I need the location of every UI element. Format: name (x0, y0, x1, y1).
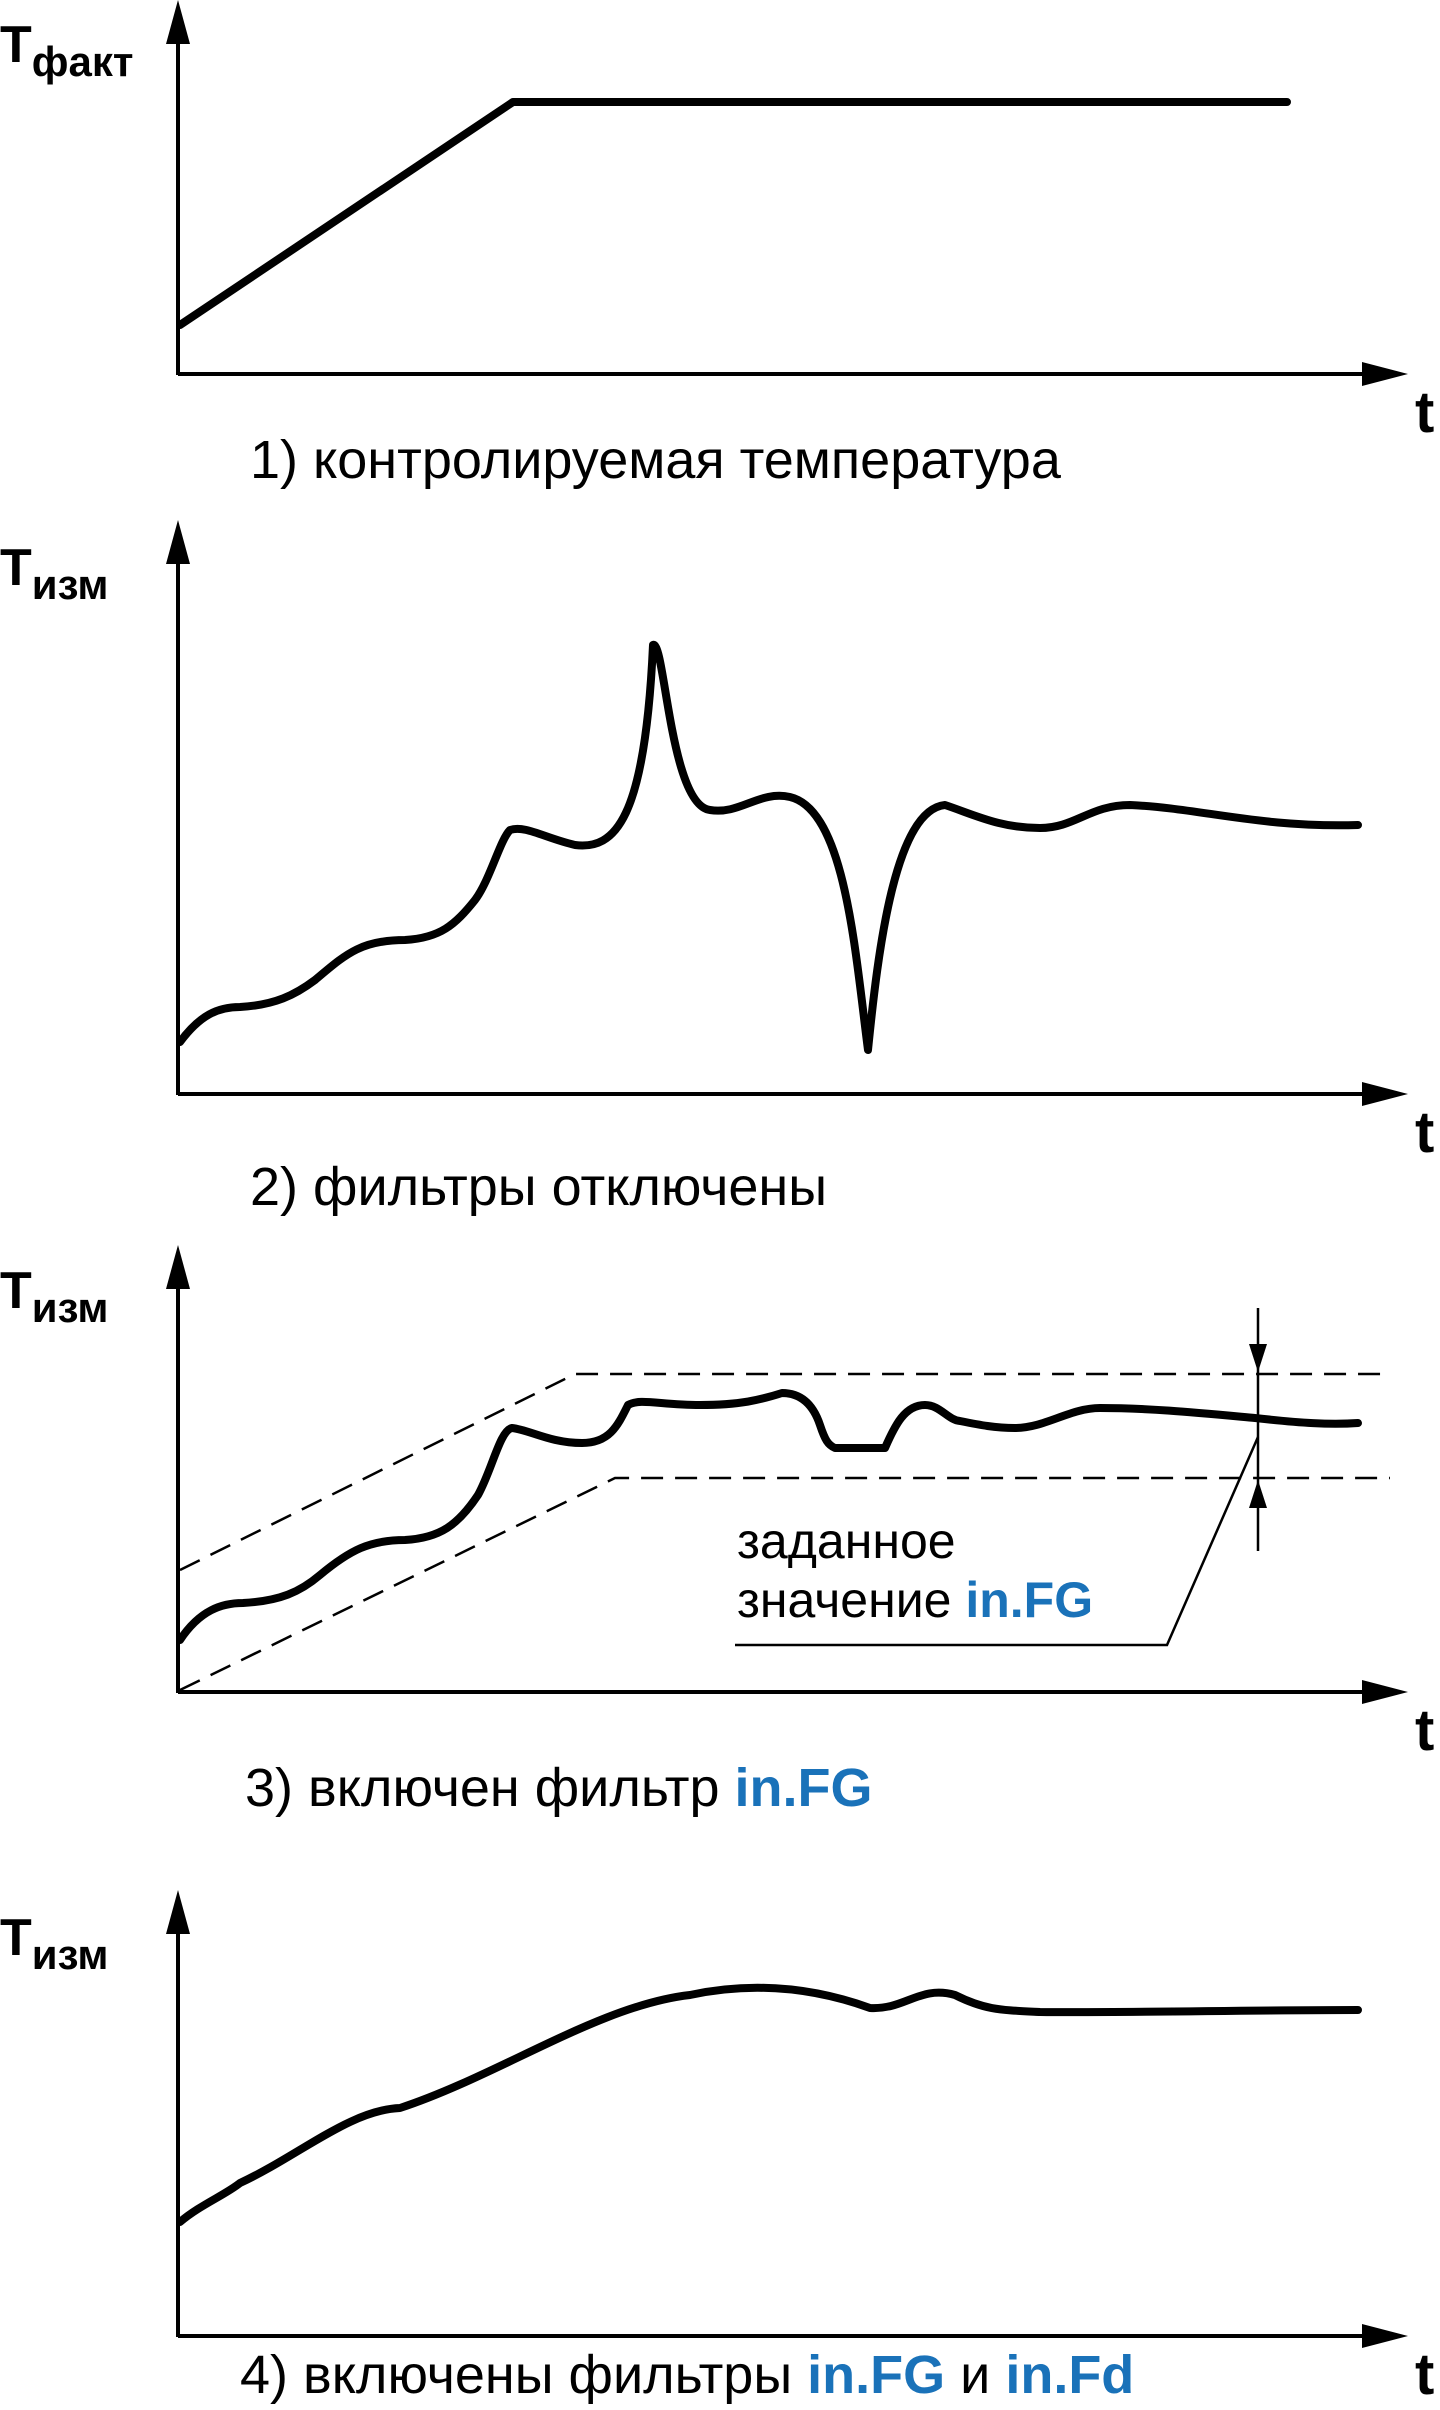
panel-3-annotation-leader (735, 1436, 1260, 1647)
panel-4: Tизм t 4) включены фильтры in.FG и in.Fd (0, 1890, 1434, 2407)
panel-1-caption: 1) контролируемая температура (250, 430, 1062, 490)
panel-1-y-axis-arrow (166, 0, 190, 44)
panel-2-x-axis-arrow (1362, 1082, 1408, 1106)
panel-3-measured-curve (176, 1389, 1362, 1644)
panel-1-x-axis-arrow (1362, 362, 1408, 386)
panel-1-y-label: Tфакт (0, 16, 133, 85)
panel-2-y-axis-arrow (166, 520, 190, 564)
panel-3-lower-bound-line (179, 1476, 1390, 1692)
panel-3-annotation-line-2: значение in.FG (737, 1572, 1093, 1628)
panel-4-x-label: t (1415, 2342, 1434, 2407)
panel-3: Tизм t заданное значение in.FG 3) включе… (0, 1245, 1434, 1818)
panel-4-measured-curve (176, 1983, 1362, 2226)
panel-3-x-label: t (1415, 1698, 1434, 1763)
panel-3-caption: 3) включен фильтр in.FG (245, 1758, 873, 1818)
panel-3-x-axis-arrow (1362, 1680, 1408, 1704)
panel-4-y-label: Tизм (0, 1909, 109, 1978)
panel-3-upper-bound-line (179, 1372, 1390, 1572)
panel-1-x-label: t (1415, 380, 1434, 445)
panel-4-y-axis-arrow (166, 1890, 190, 1934)
panel-2-y-label: Tизм (0, 539, 109, 608)
panel-2-x-label: t (1415, 1100, 1434, 1165)
panel-3-tolerance-arrow-down (1249, 1344, 1267, 1372)
panel-2: Tизм t 2) фильтры отключены (0, 520, 1434, 1217)
panel-1-temperature-curve (176, 98, 1291, 329)
panel-3-y-axis-arrow (166, 1245, 190, 1289)
panel-4-caption: 4) включены фильтры in.FG и in.Fd (240, 2345, 1134, 2405)
panel-2-caption: 2) фильтры отключены (250, 1157, 827, 1217)
panel-2-measured-curve (176, 640, 1362, 1054)
panel-3-tolerance-arrow-up (1249, 1480, 1267, 1508)
panel-3-annotation-line-1: заданное (737, 1513, 956, 1569)
panel-1: Tфакт t 1) контролируемая температура (0, 0, 1434, 490)
panel-4-x-axis-arrow (1362, 2324, 1408, 2348)
panel-3-y-label: Tизм (0, 1262, 109, 1331)
